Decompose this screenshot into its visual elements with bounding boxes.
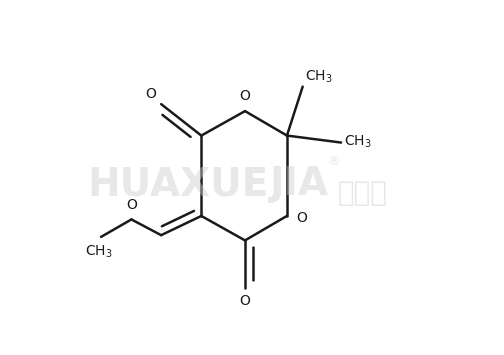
Text: JIA: JIA (270, 165, 329, 203)
Text: CH$_3$: CH$_3$ (305, 69, 333, 85)
Text: O: O (239, 89, 250, 103)
Text: 化学加: 化学加 (338, 179, 388, 207)
Text: O: O (127, 198, 138, 212)
Text: HUAXUE: HUAXUE (88, 165, 269, 203)
Text: O: O (145, 87, 156, 100)
Text: O: O (297, 211, 307, 225)
Text: O: O (239, 294, 250, 308)
Text: CH$_3$: CH$_3$ (86, 243, 113, 260)
Text: ®: ® (327, 155, 340, 168)
Text: CH$_3$: CH$_3$ (344, 133, 371, 150)
